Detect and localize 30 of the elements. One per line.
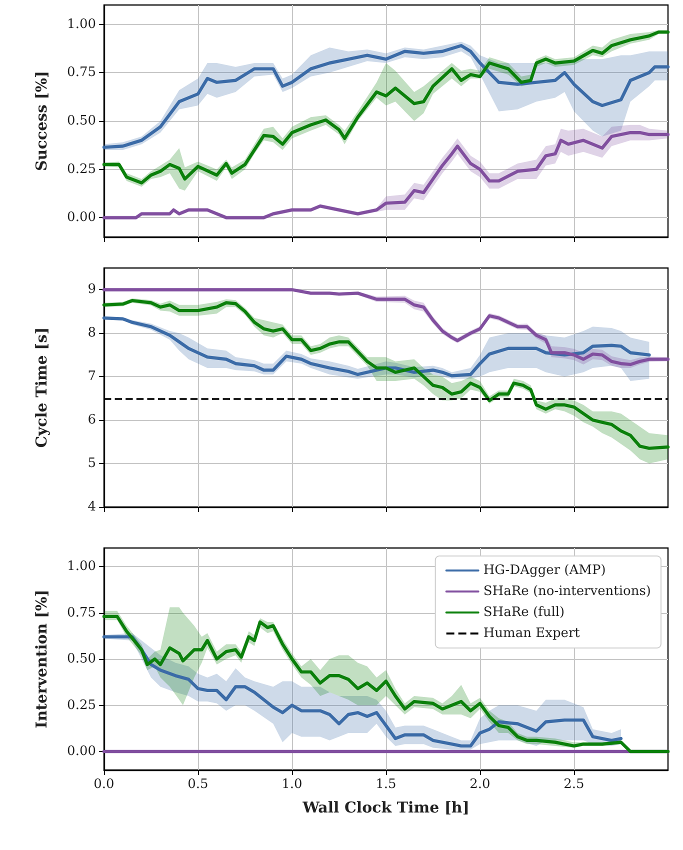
y-tick-label: 5 [88, 456, 96, 472]
y-axis-title: Cycle Time [s] [32, 327, 50, 448]
x-tick-label: 2.5 [564, 777, 584, 792]
y-tick-label: 0.75 [67, 605, 96, 620]
y-axis-title: Intervention [%] [32, 590, 50, 728]
y-tick-label: 6 [88, 412, 96, 428]
y-tick-label: 8 [88, 326, 96, 341]
y-tick-label: 0.50 [67, 114, 96, 128]
x-tick-label: 0.0 [94, 777, 114, 792]
y-tick-label: 0.50 [67, 652, 96, 666]
text: Human Expert [483, 626, 580, 641]
x-tick-label: 2.0 [470, 777, 490, 792]
y-tick-label: 0.00 [67, 210, 96, 226]
legend-label: HG-DAgger (AMP) [483, 563, 606, 578]
legend-label: SHaRe (full) [483, 605, 565, 620]
x-tick-label: 1.0 [282, 777, 302, 792]
y-tick-label: 4 [88, 500, 96, 514]
legend-label: SHaRe (no-interventions) [483, 584, 652, 599]
y-tick-label: 1.00 [67, 16, 96, 32]
y-tick-label: 9 [88, 282, 96, 298]
x-tick-label: 0.5 [188, 777, 208, 792]
y-axis-title: Success [%] [32, 70, 50, 172]
y-tick-label: 1.00 [67, 559, 96, 574]
y-tick-label: 0.25 [67, 698, 96, 713]
y-tick-label: 0.25 [67, 162, 96, 177]
y-tick-label: 0.75 [67, 65, 96, 80]
x-tick-label: 1.5 [376, 777, 396, 792]
y-tick-label: 7 [88, 369, 96, 384]
x-axis-title: Wall Clock Time [h] [302, 798, 470, 816]
y-tick-label: 0.00 [67, 744, 96, 759]
